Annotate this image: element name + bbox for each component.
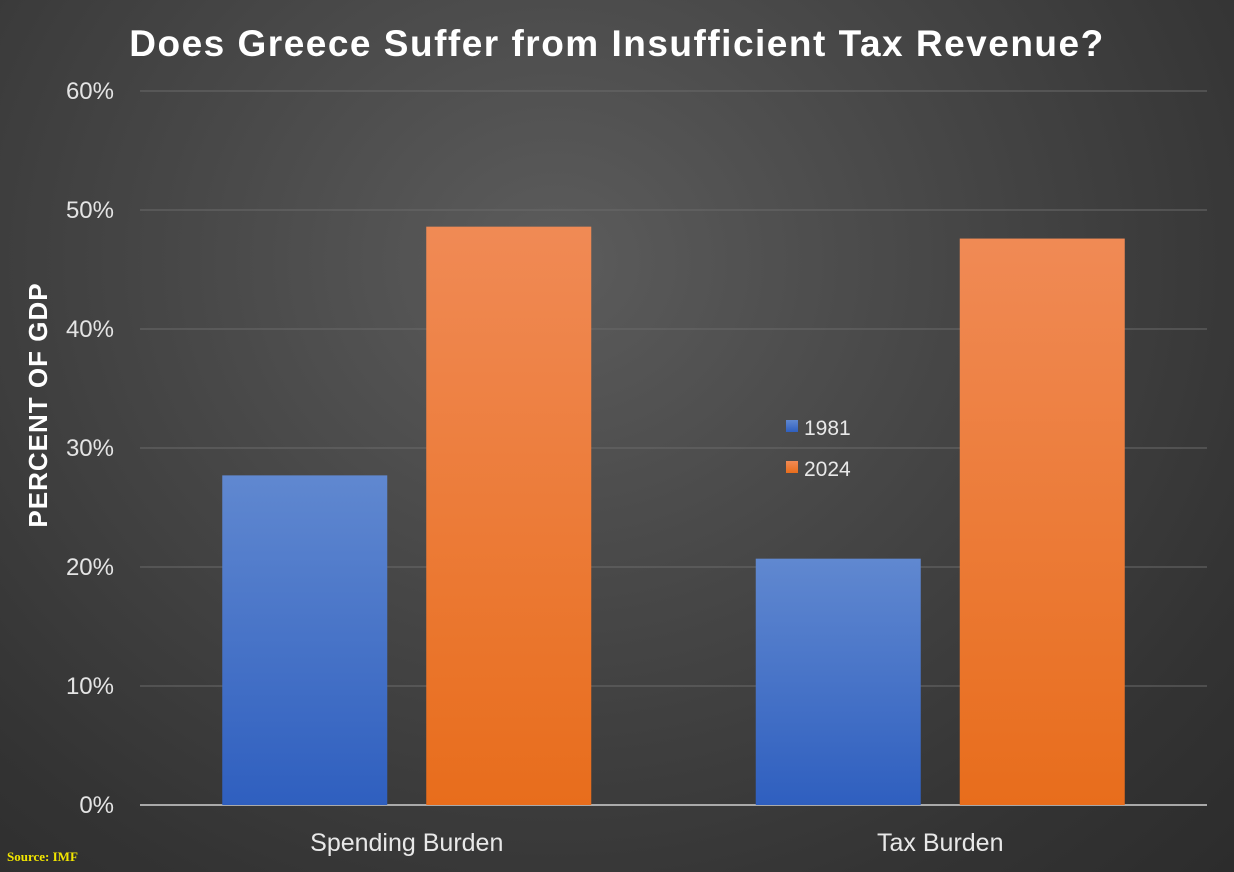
- bar-2024-spending-burden: [426, 226, 592, 805]
- y-tick-label: 20%: [66, 554, 114, 581]
- legend-swatch: [786, 461, 798, 473]
- bar-1981-spending-burden: [222, 475, 388, 805]
- y-axis-ticks: 0% 10% 20% 30% 40% 50% 60%: [66, 78, 114, 819]
- legend-label: 2024: [804, 458, 851, 481]
- y-tick-label: 50%: [66, 197, 114, 224]
- y-tick-label: 0%: [79, 792, 114, 819]
- y-axis-label: PERCENT OF GDP: [23, 282, 53, 527]
- y-tick-label: 40%: [66, 316, 114, 343]
- y-tick-label: 60%: [66, 78, 114, 105]
- x-axis-ticks: Spending Burden Tax Burden: [310, 829, 1003, 857]
- x-tick-label: Tax Burden: [877, 829, 1003, 857]
- bar-2024-tax-burden: [959, 238, 1125, 805]
- legend: 1981 2024: [786, 417, 851, 481]
- y-tick-label: 30%: [66, 435, 114, 462]
- legend-label: 1981: [804, 417, 851, 440]
- chart-title: Does Greece Suffer from Insufficient Tax…: [129, 23, 1104, 64]
- legend-swatch: [786, 420, 798, 432]
- source-note: Source: IMF: [7, 849, 78, 864]
- x-tick-label: Spending Burden: [310, 829, 503, 857]
- bar-1981-tax-burden: [755, 558, 921, 805]
- y-tick-label: 10%: [66, 673, 114, 700]
- bars: [222, 226, 1125, 805]
